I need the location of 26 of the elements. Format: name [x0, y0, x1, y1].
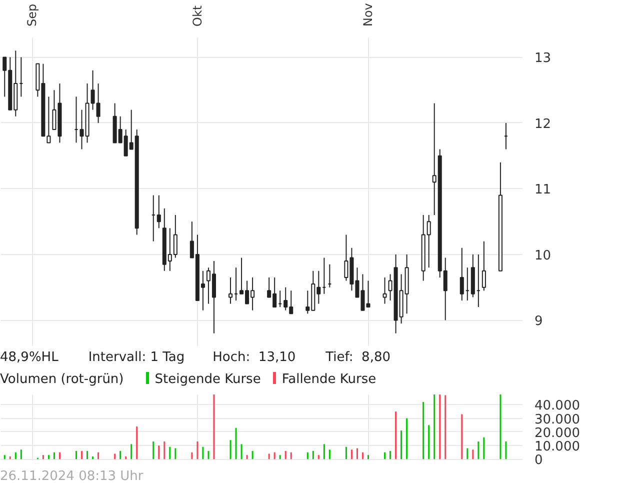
- text: 48,9%HL: [0, 350, 58, 365]
- y-tick-label: 30.000: [534, 412, 580, 428]
- y-tick-label: 10: [534, 248, 552, 264]
- y-tick-label: 13: [534, 51, 552, 66]
- text: Tief: 8,80: [326, 350, 390, 365]
- y-tick-label: 12: [534, 116, 552, 132]
- candlestick: [228, 276, 233, 304]
- candlestick: [156, 194, 161, 229]
- y-tick-label: 0: [534, 453, 543, 468]
- y-tick-label: 11: [534, 182, 552, 198]
- candlestick: [460, 247, 464, 301]
- candlestick: [382, 276, 387, 304]
- y-tick-label: 20.000: [534, 426, 580, 441]
- x-tick-label: Nov: [361, 3, 376, 26]
- legend-label: Steigende Kurse: [154, 372, 261, 387]
- text: 26.11.2024 08:13 Uhr: [0, 469, 144, 483]
- candlestick: [482, 240, 486, 292]
- y-tick-label: 9: [534, 314, 543, 330]
- y-tick-label: 10.000: [534, 440, 580, 455]
- x-tick-label: Okt: [190, 5, 204, 26]
- legend-title: Volumen (rot-grün): [0, 372, 124, 387]
- x-tick-label: Sep: [25, 4, 40, 26]
- y-tick-label: 40.000: [534, 398, 580, 414]
- text: Hoch: 13,10: [212, 350, 296, 365]
- legend-label: Fallende Kurse: [282, 372, 376, 387]
- text: Intervall: 1 Tag: [88, 350, 185, 365]
